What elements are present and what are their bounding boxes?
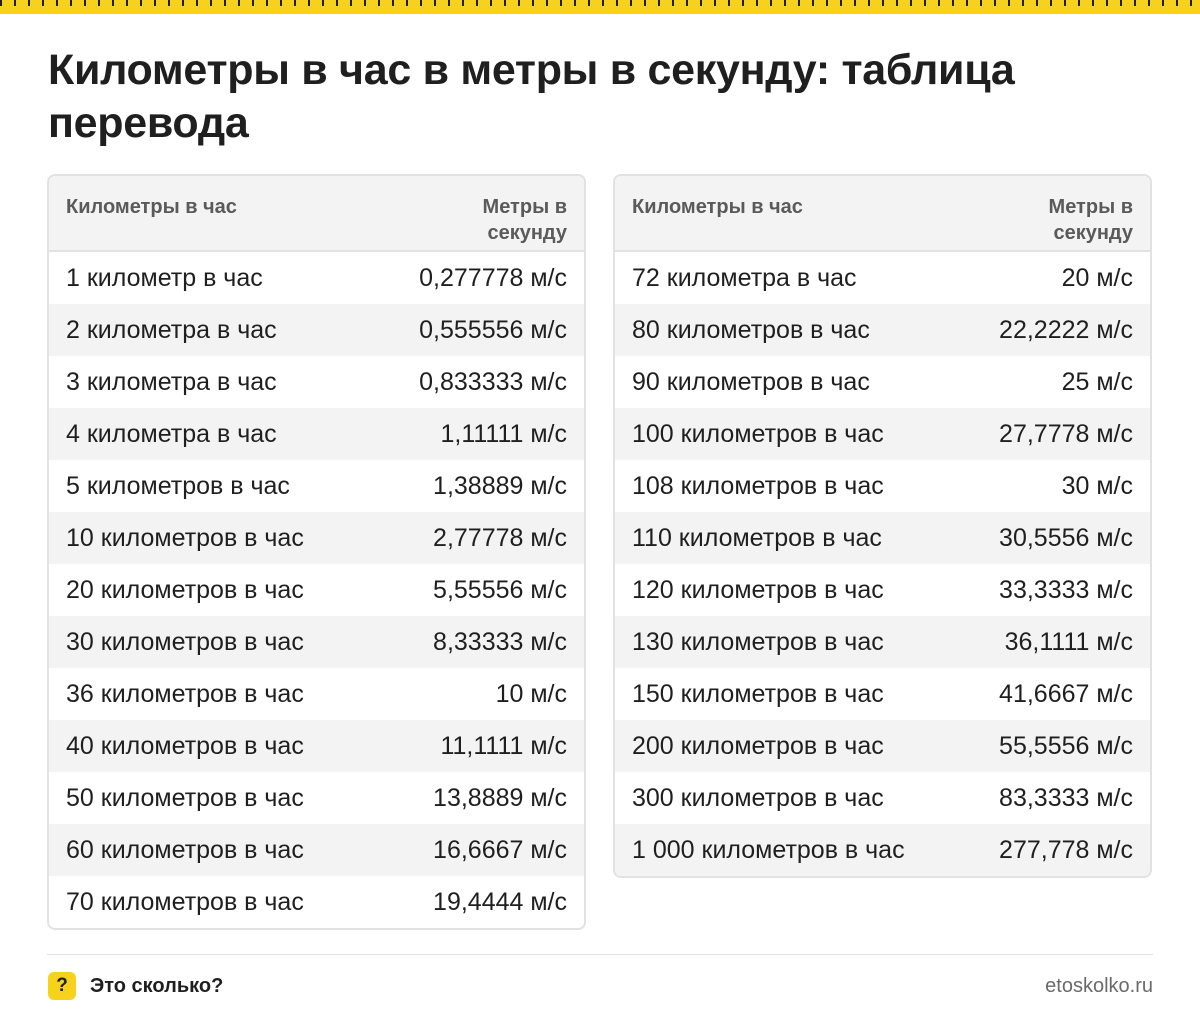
kmh-cell: 130 километров в час [632,627,884,656]
kmh-cell: 5 километров в час [66,471,290,500]
table-row: 1 000 километров в час 277,778 м/с [615,824,1150,876]
ms-cell: 0,833333 м/с [419,367,567,396]
table-row: 10 километров в час 2,77778 м/с [49,512,584,564]
kmh-cell: 60 километров в час [66,835,304,864]
ms-cell: 33,3333 м/с [999,575,1133,604]
ms-cell: 36,1111 м/с [1004,627,1133,656]
table-row: 108 километров в час 30 м/с [615,460,1150,512]
table-row: 130 километров в час 36,1111 м/с [615,616,1150,668]
ms-cell: 55,5556 м/с [999,731,1133,760]
question-icon: ? [48,972,76,1000]
ms-cell: 5,55556 м/с [433,575,567,604]
table-row: 50 километров в час 13,8889 м/с [49,772,584,824]
header-kmh: Километры в час [632,196,803,218]
table-row: 120 километров в час 33,3333 м/с [615,564,1150,616]
table-header: Километры в час Метры в секунду [49,176,584,252]
table-row: 90 километров в час 25 м/с [615,356,1150,408]
kmh-cell: 30 километров в час [66,627,304,656]
table-row: 72 километра в час 20 м/с [615,252,1150,304]
brand-name: Это сколько? [90,974,224,997]
header-ms: Метры в секунду [1048,196,1133,244]
kmh-cell: 120 километров в час [632,575,884,604]
table-row: 30 километров в час 8,33333 м/с [49,616,584,668]
kmh-cell: 1 000 километров в час [632,835,905,864]
ms-cell: 83,3333 м/с [999,783,1133,812]
table-body: 72 километра в час 20 м/с 80 километров в… [615,252,1150,876]
conversion-table-right: Километры в час Метры в секунду 72 килом… [613,174,1152,878]
kmh-cell: 300 километров в час [632,783,884,812]
ms-cell: 1,38889 м/с [433,471,567,500]
table-row: 60 километров в час 16,6667 м/с [49,824,584,876]
ms-cell: 277,778 м/с [999,835,1133,864]
kmh-cell: 70 километров в час [66,887,304,916]
table-row: 300 километров в час 83,3333 м/с [615,772,1150,824]
ms-cell: 10 м/с [495,679,567,708]
header-kmh: Километры в час [66,196,237,218]
site-link[interactable]: etoskolko.ru [1045,975,1153,997]
table-header: Километры в час Метры в секунду [615,176,1150,252]
table-row: 20 километров в час 5,55556 м/с [49,564,584,616]
kmh-cell: 10 километров в час [66,523,304,552]
table-row: 150 километров в час 41,6667 м/с [615,668,1150,720]
ms-cell: 2,77778 м/с [433,523,567,552]
brand-logo[interactable]: ? Это сколько? [48,972,223,1000]
ms-cell: 16,6667 м/с [433,835,567,864]
kmh-cell: 1 километр в час [66,263,263,292]
kmh-cell: 80 километров в час [632,315,870,344]
ms-cell: 1,11111 м/с [440,419,567,448]
kmh-cell: 3 километра в час [66,367,277,396]
ms-cell: 0,277778 м/с [419,263,567,292]
kmh-cell: 20 километров в час [66,575,304,604]
ms-cell: 19,4444 м/с [433,887,567,916]
kmh-cell: 36 километров в час [66,679,304,708]
ms-cell: 22,2222 м/с [999,315,1133,344]
kmh-cell: 2 километра в час [66,315,277,344]
table-row: 110 километров в час 30,5556 м/с [615,512,1150,564]
ms-cell: 41,6667 м/с [999,679,1133,708]
table-row: 5 километров в час 1,38889 м/с [49,460,584,512]
kmh-cell: 50 километров в час [66,783,304,812]
conversion-table-left: Километры в час Метры в секунду 1 киломе… [47,174,586,930]
table-row: 40 километров в час 11,1111 м/с [49,720,584,772]
table-row: 36 километров в час 10 м/с [49,668,584,720]
ms-cell: 30,5556 м/с [999,523,1133,552]
ms-cell: 13,8889 м/с [433,783,567,812]
table-row: 2 километра в час 0,555556 м/с [49,304,584,356]
page-title: Километры в час в метры в секунду: табли… [48,46,1015,147]
table-row: 80 километров в час 22,2222 м/с [615,304,1150,356]
kmh-cell: 100 километров в час [632,419,884,448]
table-row: 70 километров в час 19,4444 м/с [49,876,584,928]
ms-cell: 0,555556 м/с [419,315,567,344]
ms-cell: 8,33333 м/с [433,627,567,656]
table-row: 200 километров в час 55,5556 м/с [615,720,1150,772]
table-body: 1 километр в час 0,277778 м/с 2 километра… [49,252,584,928]
table-row: 3 километра в час 0,833333 м/с [49,356,584,408]
header-ms: Метры в секунду [482,196,567,244]
kmh-cell: 4 километра в час [66,419,277,448]
footer-divider [47,954,1153,955]
table-row: 100 километров в час 27,7778 м/с [615,408,1150,460]
ms-cell: 27,7778 м/с [999,419,1133,448]
table-row: 4 километра в час 1,11111 м/с [49,408,584,460]
ms-cell: 11,1111 м/с [440,731,567,760]
ms-cell: 25 м/с [1061,367,1133,396]
ms-cell: 20 м/с [1061,263,1133,292]
ms-cell: 30 м/с [1061,471,1133,500]
kmh-cell: 90 километров в час [632,367,870,396]
kmh-cell: 40 километров в час [66,731,304,760]
kmh-cell: 110 километров в час [632,523,882,552]
ruler-strip [0,0,1200,14]
kmh-cell: 72 километра в час [632,263,857,292]
kmh-cell: 200 километров в час [632,731,884,760]
kmh-cell: 150 километров в час [632,679,884,708]
table-row: 1 километр в час 0,277778 м/с [49,252,584,304]
kmh-cell: 108 километров в час [632,471,884,500]
